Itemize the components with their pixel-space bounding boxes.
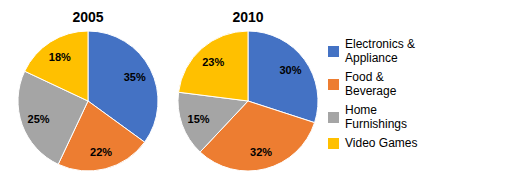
svg-text:30%: 30% — [279, 64, 301, 76]
html-text:Home Furnishings: Home Furnishings — [345, 103, 407, 131]
svg-text:32%: 32% — [250, 146, 272, 158]
svg-text:35%: 35% — [124, 71, 146, 83]
svg-text:22%: 22% — [90, 146, 112, 158]
svg-text:23%: 23% — [202, 56, 224, 68]
svg-text:15%: 15% — [188, 113, 210, 125]
svg-text:18%: 18% — [49, 51, 71, 63]
html-text:Video Games: Video Games — [345, 136, 418, 150]
html-text:Food & Beverage: Food & Beverage — [345, 70, 397, 98]
html-text:2005: 2005 — [72, 9, 104, 25]
html-text:Electronics & Appliance: Electronics & Appliance — [345, 37, 415, 65]
html-text:2010: 2010 — [232, 9, 264, 25]
svg-text:25%: 25% — [28, 113, 50, 125]
